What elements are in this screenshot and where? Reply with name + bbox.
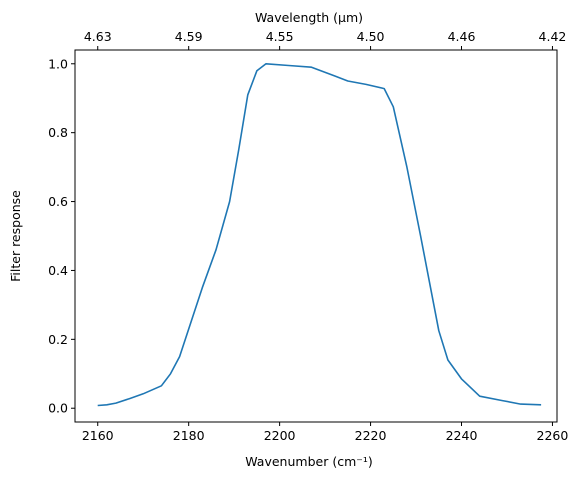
plot-area-frame: [74, 49, 558, 423]
top-x-axis: 4.63 4.59 4.55 4.50 4.46 4.42: [84, 29, 567, 50]
x-tick-label: 2260: [537, 428, 569, 443]
top-x-tick-label: 4.42: [539, 29, 567, 44]
top-x-tick-label: 4.50: [357, 29, 385, 44]
y-tick-label: 0.4: [48, 263, 68, 278]
y-tick-label: 1.0: [48, 56, 68, 71]
filter-response-line: [97, 62, 542, 407]
y-axis: 0.0 0.2 0.4 0.6 0.8 1.0: [48, 56, 75, 416]
y-tick-label: 0.6: [48, 194, 68, 209]
y-tick-label: 0.8: [48, 125, 68, 140]
x-tick-label: 2240: [446, 428, 478, 443]
bottom-x-axis: 2160 2180 2200 2220 2240 2260: [82, 422, 569, 443]
top-x-tick-label: 4.55: [266, 29, 294, 44]
y-tick-label: 0.2: [48, 332, 68, 347]
top-x-tick-label: 4.63: [84, 29, 112, 44]
x-axis-label: Wavenumber (cm⁻¹): [245, 454, 372, 469]
y-axis-label: Filter response: [8, 190, 23, 282]
top-x-tick-label: 4.46: [448, 29, 476, 44]
x-tick-label: 2220: [355, 428, 387, 443]
series-layer: [97, 62, 542, 407]
y-tick-label: 0.0: [48, 401, 68, 416]
x-tick-label: 2200: [264, 428, 296, 443]
top-x-axis-label: Wavelength (μm): [255, 10, 363, 25]
x-tick-label: 2180: [173, 428, 205, 443]
top-x-tick-label: 4.59: [175, 29, 203, 44]
x-tick-label: 2160: [82, 428, 114, 443]
